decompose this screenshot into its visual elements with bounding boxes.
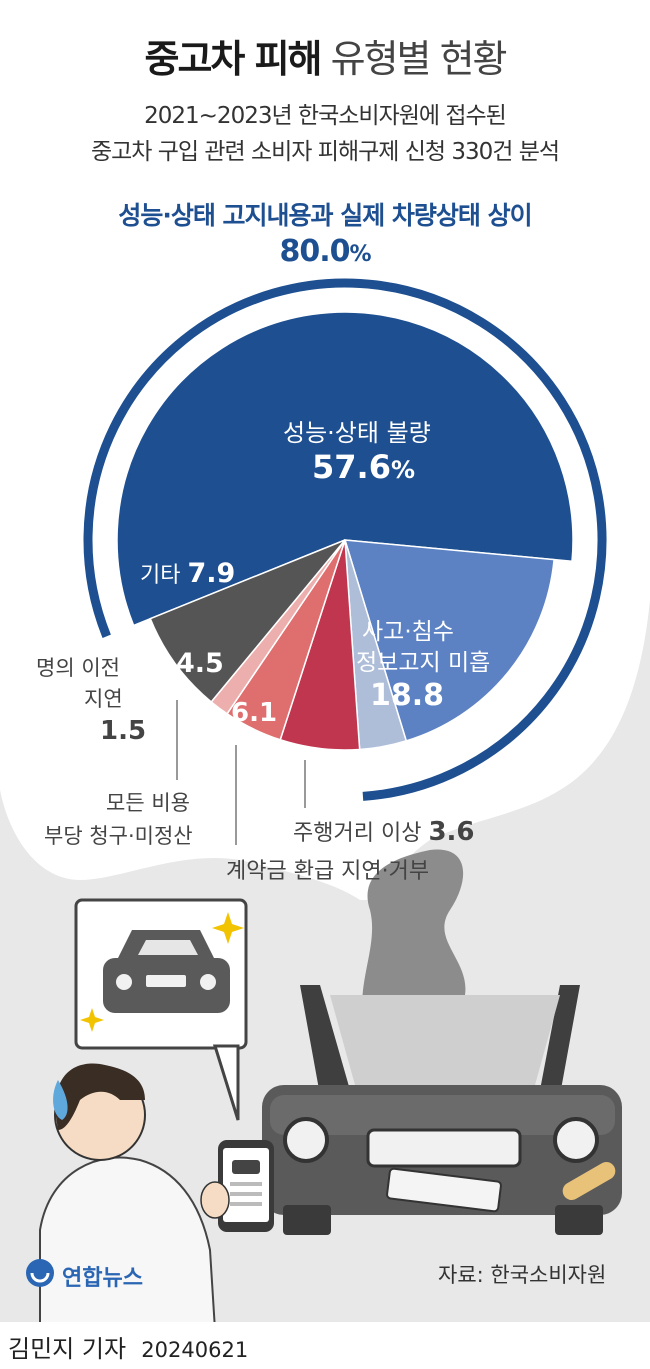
slice-value-overcharge: 4.5	[176, 648, 224, 679]
subtitle-line-2: 중고차 구입 관련 소비자 피해구제 신청 330건 분석	[90, 139, 560, 165]
broken-car-illustration	[262, 985, 622, 1235]
yonhap-logo-icon	[26, 1259, 54, 1287]
slice-value-performance: 57.6%	[312, 448, 415, 486]
slice-label-deposit: 계약금 환급 지연·거부	[226, 859, 430, 884]
group-label: 성능·상태 고지내용과 실제 차량상태 상이	[118, 201, 532, 230]
slice-value-performance-number: 57.6	[312, 448, 391, 486]
slice-label-mileage-text: 주행거리 이상	[293, 821, 422, 846]
worried-person-illustration	[39, 1063, 274, 1331]
slice-value-mileage: 3.6	[428, 817, 475, 847]
footer-bar	[0, 1322, 650, 1369]
byline-name: 김민지 기자	[8, 1335, 127, 1363]
slice-label-accident-line2: 정보고지 미흡	[356, 650, 491, 676]
slice-label-title-transfer-line2: 지연	[84, 687, 123, 711]
title-bold: 중고차 피해	[144, 37, 322, 81]
source-note: 자료: 한국소비자원	[438, 1263, 607, 1287]
group-value-number: 80.0	[279, 234, 350, 269]
slice-label-mileage: 주행거리 이상 3.6	[293, 815, 475, 847]
byline-date: 20240621	[141, 1338, 249, 1362]
slice-label-other-text: 기타	[140, 563, 181, 588]
logo-text: 연합뉴스	[62, 1266, 143, 1291]
title-light: 유형별 현황	[330, 37, 508, 81]
pie-slice-0	[116, 311, 574, 627]
slice-label-title-transfer-line1: 명의 이전	[36, 656, 120, 680]
byline: 김민지 기자 20240621	[8, 1329, 248, 1364]
slice-label-overcharge-line2: 부당 청구·미정산	[44, 824, 193, 848]
slice-label-performance: 성능·상태 불량	[283, 419, 431, 447]
slice-value-performance-unit: %	[390, 456, 415, 484]
slice-value-other: 7.9	[187, 558, 236, 589]
speech-bubble	[74, 898, 248, 1121]
group-ring	[83, 278, 607, 801]
slice-value-accident: 18.8	[370, 678, 445, 713]
group-value-unit: %	[349, 242, 371, 267]
subtitle-line-1: 2021~2023년 한국소비자원에 접수된	[144, 103, 507, 129]
slice-label-other: 기타 7.9	[140, 557, 235, 589]
pie-slice-6	[149, 539, 346, 703]
page-title: 중고차 피해 유형별 현황	[0, 28, 650, 83]
pie-slice-1	[343, 539, 555, 742]
group-value: 80.0%	[0, 234, 650, 269]
slice-label-accident-line1: 사고·침수	[362, 619, 454, 645]
slice-value-title-transfer: 1.5	[100, 716, 147, 746]
slice-label-overcharge-line1: 모든 비용	[106, 791, 190, 815]
slice-value-deposit: 6.1	[231, 698, 278, 728]
